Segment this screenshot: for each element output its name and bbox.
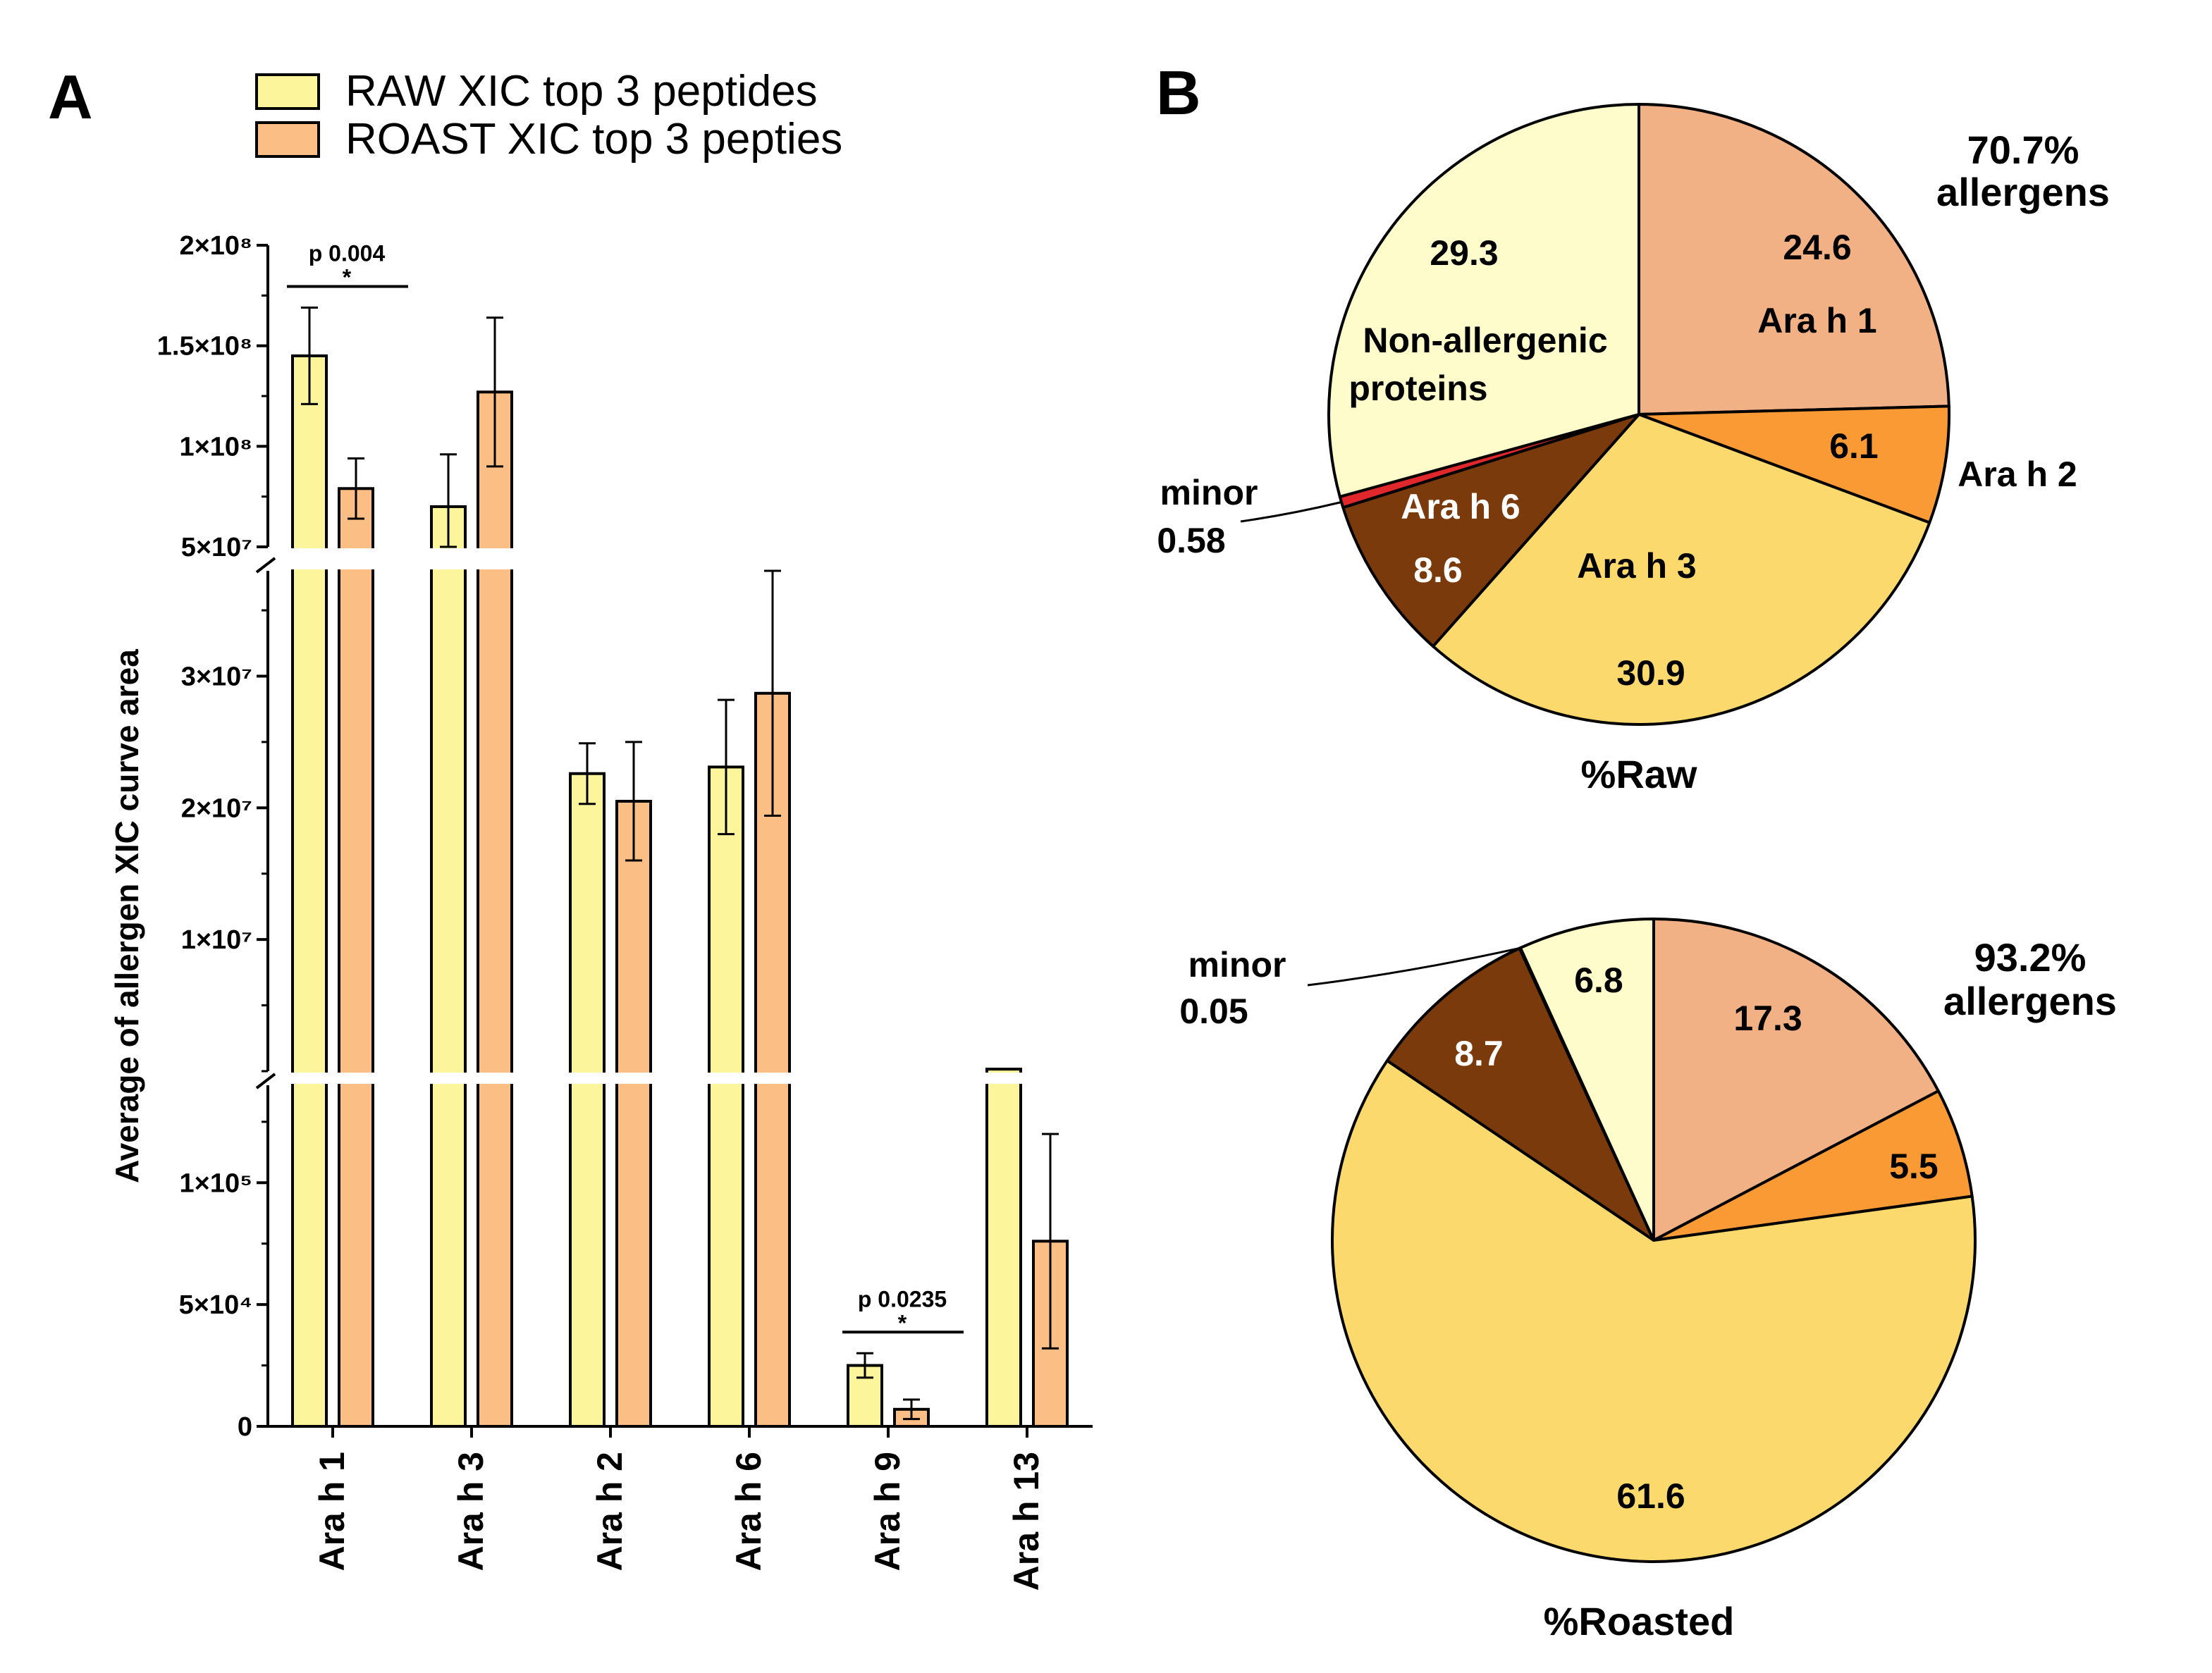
- bar-break-gap: [567, 1073, 607, 1084]
- bar-ara-h-2-roast: [615, 799, 652, 1428]
- axis-break-mark: [255, 557, 276, 574]
- raw-label-ara-h-6: Ara h 6: [1401, 487, 1520, 526]
- pie-roasted: 93.2% allergens %Roasted 17.3 5.5 61.6 8.7 6…: [1179, 918, 2117, 1643]
- raw-value-non-allergenic: 29.3: [1430, 233, 1498, 273]
- x-tick-label-ara-h-3: Ara h 3: [451, 1452, 491, 1572]
- bar-break-gap: [984, 1073, 1024, 1084]
- bar-break-gap: [475, 1073, 515, 1084]
- roasted-value-ara-h-3: 61.6: [1616, 1476, 1685, 1516]
- pie-slice-ara-h-1: [1638, 103, 1950, 416]
- bar-ara-h-13-raw: [985, 1068, 1022, 1428]
- pie-slice-ara-h-2: [1638, 405, 1950, 524]
- roasted-label-minor: minor: [1188, 945, 1286, 984]
- significance-star: *: [343, 264, 352, 290]
- raw-label-non-allergenic-line1: Non-allergenic: [1363, 321, 1607, 360]
- y-tick-label: 1×10⁸: [179, 432, 252, 462]
- pie-slice-non-allergenic: [1518, 918, 1655, 1242]
- bar-chart: Average of allergen XIC curve area 0 5×10…: [109, 231, 1093, 1591]
- x-tick-label-ara-h-1: Ara h 1: [312, 1452, 352, 1572]
- roasted-value-minor: 0.05: [1179, 992, 1248, 1031]
- pie-raw: 70.7% allergens %Raw 24.6 Ara h 1 6.1 Ara h…: [1157, 103, 2110, 796]
- x-tick-label-ara-h-2: Ara h 2: [590, 1452, 629, 1572]
- bar-break-gap: [706, 1073, 746, 1084]
- y-tick-label: 1×10⁵: [180, 1168, 252, 1198]
- raw-value-ara-h-6: 8.6: [1413, 550, 1463, 590]
- y-tick-label: 5×10⁴: [179, 1290, 252, 1320]
- panel-a-label: A: [48, 62, 93, 132]
- bar-ara-h-1-raw: [291, 354, 328, 1428]
- bar-ara-h-3-raw: [430, 505, 467, 1428]
- legend-swatch-roast: [255, 121, 320, 158]
- y-tick-label: 0: [238, 1412, 252, 1442]
- bar-break-gap: [336, 1073, 376, 1084]
- y-tick-label: 2×10⁷: [181, 794, 252, 823]
- raw-value-ara-h-3: 30.9: [1616, 653, 1685, 693]
- y-tick-label: 2×10⁸: [179, 231, 252, 261]
- minor-leader-line: [1307, 946, 1520, 987]
- bar-break-gap: [429, 548, 468, 569]
- legend-label-roast: ROAST XIC top 3 pepties: [345, 115, 842, 163]
- y-tick-label: 1×10⁷: [181, 925, 252, 955]
- raw-label-minor: minor: [1160, 473, 1258, 512]
- roasted-value-ara-h-1: 17.3: [1733, 999, 1802, 1038]
- panel-b-label: B: [1156, 58, 1201, 128]
- roasted-value-non-allergenic: 6.8: [1574, 961, 1623, 1000]
- bar-ara-h-1-roast: [338, 487, 374, 1428]
- legend-swatch-raw: [255, 73, 320, 110]
- pie-slice-non-allergenic-proteins: [1327, 103, 1640, 498]
- bar-break-gap: [614, 1073, 653, 1084]
- roasted-value-ara-h-6: 8.7: [1454, 1034, 1504, 1073]
- x-tick-label-ara-h-13: Ara h 13: [1007, 1452, 1046, 1591]
- x-tick-label-ara-h-9: Ara h 9: [868, 1452, 907, 1572]
- roasted-summary-word: allergens: [1943, 979, 2117, 1023]
- y-axis-label: Average of allergen XIC curve area: [109, 649, 145, 1183]
- raw-value-ara-h-1: 24.6: [1783, 228, 1851, 267]
- bar-break-gap: [475, 548, 515, 569]
- raw-label-ara-h-3: Ara h 3: [1577, 546, 1697, 586]
- roasted-pie-title: %Roasted: [1544, 1599, 1735, 1643]
- raw-label-ara-h-2: Ara h 2: [1958, 455, 2077, 494]
- pie-slice-ara-h-3: [1431, 413, 1931, 726]
- bar-ara-h-6-raw: [708, 765, 744, 1428]
- legend: RAW XIC top 3 peptides ROAST XIC top 3 p…: [255, 67, 842, 163]
- bar-break-gap: [336, 548, 376, 569]
- pie-slice-ara-h-3: [1331, 1059, 1977, 1563]
- pie-slice-ara-h-2: [1652, 1089, 1974, 1242]
- raw-label-ara-h-1: Ara h 1: [1757, 301, 1877, 340]
- bar-break-gap: [753, 1073, 792, 1084]
- y-tick-label: 3×10⁷: [181, 662, 252, 691]
- bar-break-gap: [290, 1073, 329, 1084]
- raw-summary-percent: 70.7%: [1967, 128, 2079, 172]
- bar-ara-h-2-raw: [569, 772, 606, 1428]
- y-tick-label: 1.5×10⁸: [157, 332, 252, 362]
- significance-p-value: p 0.004: [309, 240, 386, 266]
- bar-break-gap: [429, 1073, 468, 1084]
- minor-leader-line: [1240, 501, 1342, 523]
- raw-summary-word: allergens: [1936, 170, 2110, 214]
- pie-slice-ara-h-6: [1341, 413, 1640, 648]
- bar-break-gap: [290, 548, 329, 569]
- legend-label-raw: RAW XIC top 3 peptides: [345, 67, 818, 116]
- y-tick-label: 5×10⁷: [181, 533, 252, 562]
- raw-label-non-allergenic-line2: proteins: [1348, 369, 1487, 408]
- x-tick-label-ara-h-6: Ara h 6: [729, 1452, 768, 1572]
- raw-value-ara-h-2: 6.1: [1829, 426, 1879, 466]
- pie-slice-ara-h-6: [1385, 946, 1655, 1242]
- roasted-value-ara-h-2: 5.5: [1889, 1147, 1938, 1186]
- raw-pie-title: %Raw: [1581, 752, 1697, 796]
- significance-star: *: [898, 1310, 907, 1335]
- bar-ara-h-3-roast: [477, 390, 513, 1428]
- roasted-summary-percent: 93.2%: [1974, 935, 2087, 980]
- axis-break-mark: [255, 1073, 276, 1089]
- pie-slice-ara-h-1: [1652, 918, 1940, 1242]
- significance-p-value: p 0.0235: [858, 1286, 947, 1311]
- raw-value-minor: 0.58: [1157, 521, 1225, 560]
